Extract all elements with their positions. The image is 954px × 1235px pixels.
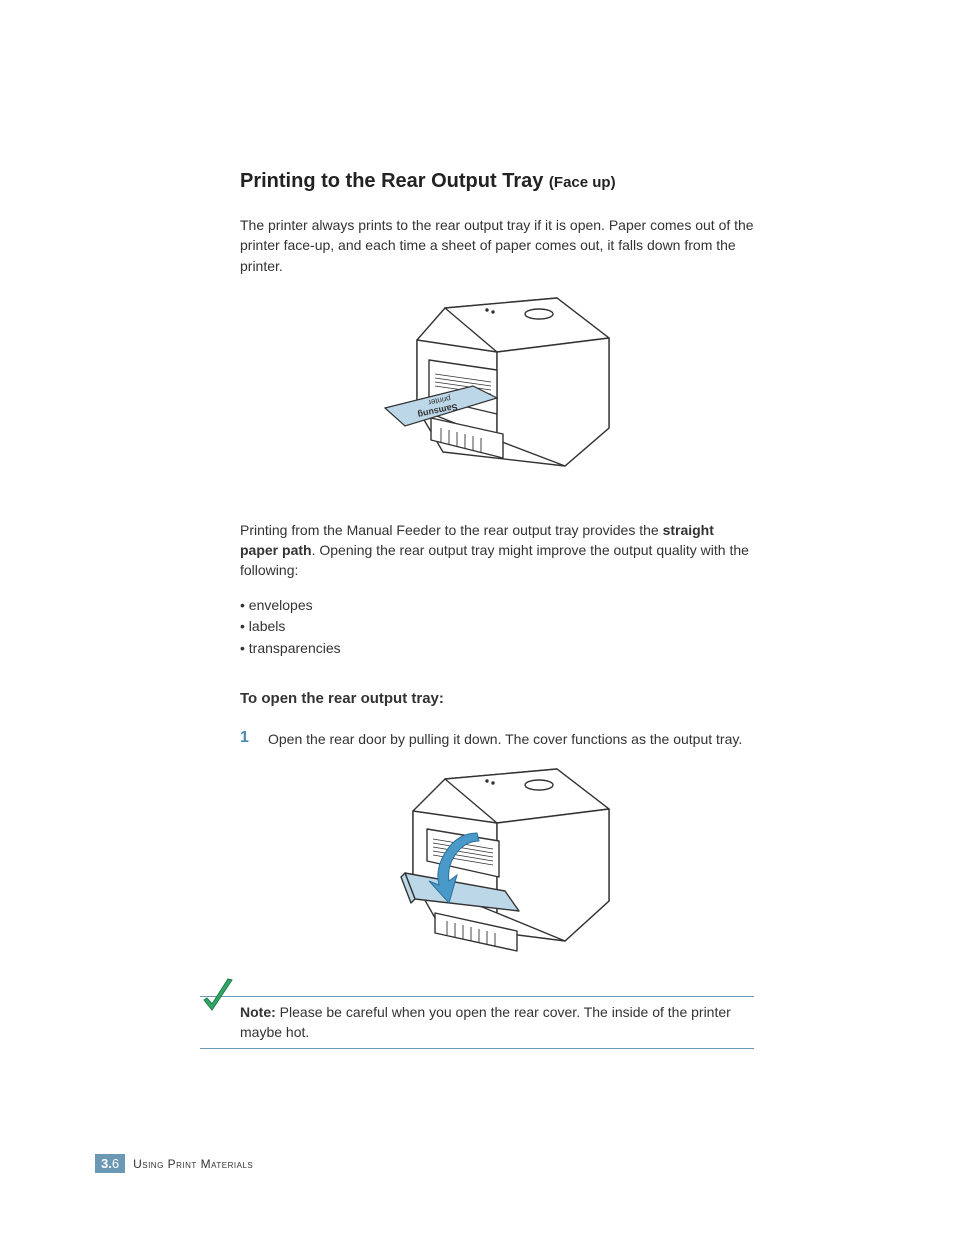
page-num: 6: [112, 1156, 119, 1171]
page-number-badge: 3.6: [95, 1154, 125, 1173]
printer-illustration-2: [357, 761, 637, 976]
note-block: Note: Please be careful when you open th…: [200, 996, 754, 1049]
intro-paragraph: The printer always prints to the rear ou…: [240, 215, 754, 276]
subheading: To open the rear output tray:: [240, 690, 754, 707]
note-body: Please be careful when you open the rear…: [240, 1004, 731, 1040]
page-title: Printing to the Rear Output Tray (Face u…: [240, 170, 754, 193]
footer-section-label: Using Print Materials: [133, 1157, 253, 1171]
printer-illustration-1: Samsung printer: [357, 290, 637, 500]
list-item: transparencies: [240, 638, 754, 660]
page-footer: 3.6 Using Print Materials: [95, 1154, 253, 1173]
note-text: Note: Please be careful when you open th…: [200, 996, 754, 1049]
step-1: 1 Open the rear door by pulling it down.…: [240, 729, 754, 749]
step-number: 1: [240, 729, 256, 749]
chapter-num: 3.: [101, 1156, 112, 1171]
mid-pre: Printing from the Manual Feeder to the r…: [240, 522, 663, 538]
note-label: Note:: [240, 1004, 276, 1020]
title-main: Printing to the Rear Output Tray: [240, 170, 549, 192]
page-content: Printing to the Rear Output Tray (Face u…: [0, 0, 954, 1049]
step-text: Open the rear door by pulling it down. T…: [268, 729, 742, 749]
figure-printer-rear-output: Samsung printer: [240, 290, 754, 500]
bullet-list: envelopes labels transparencies: [240, 595, 754, 660]
checkmark-icon: [200, 976, 236, 1016]
mid-paragraph: Printing from the Manual Feeder to the r…: [240, 520, 754, 581]
mid-post: . Opening the rear output tray might imp…: [240, 542, 749, 578]
list-item: envelopes: [240, 595, 754, 617]
list-item: labels: [240, 616, 754, 638]
title-sub: (Face up): [549, 174, 616, 191]
figure-printer-open-door: [240, 761, 754, 976]
